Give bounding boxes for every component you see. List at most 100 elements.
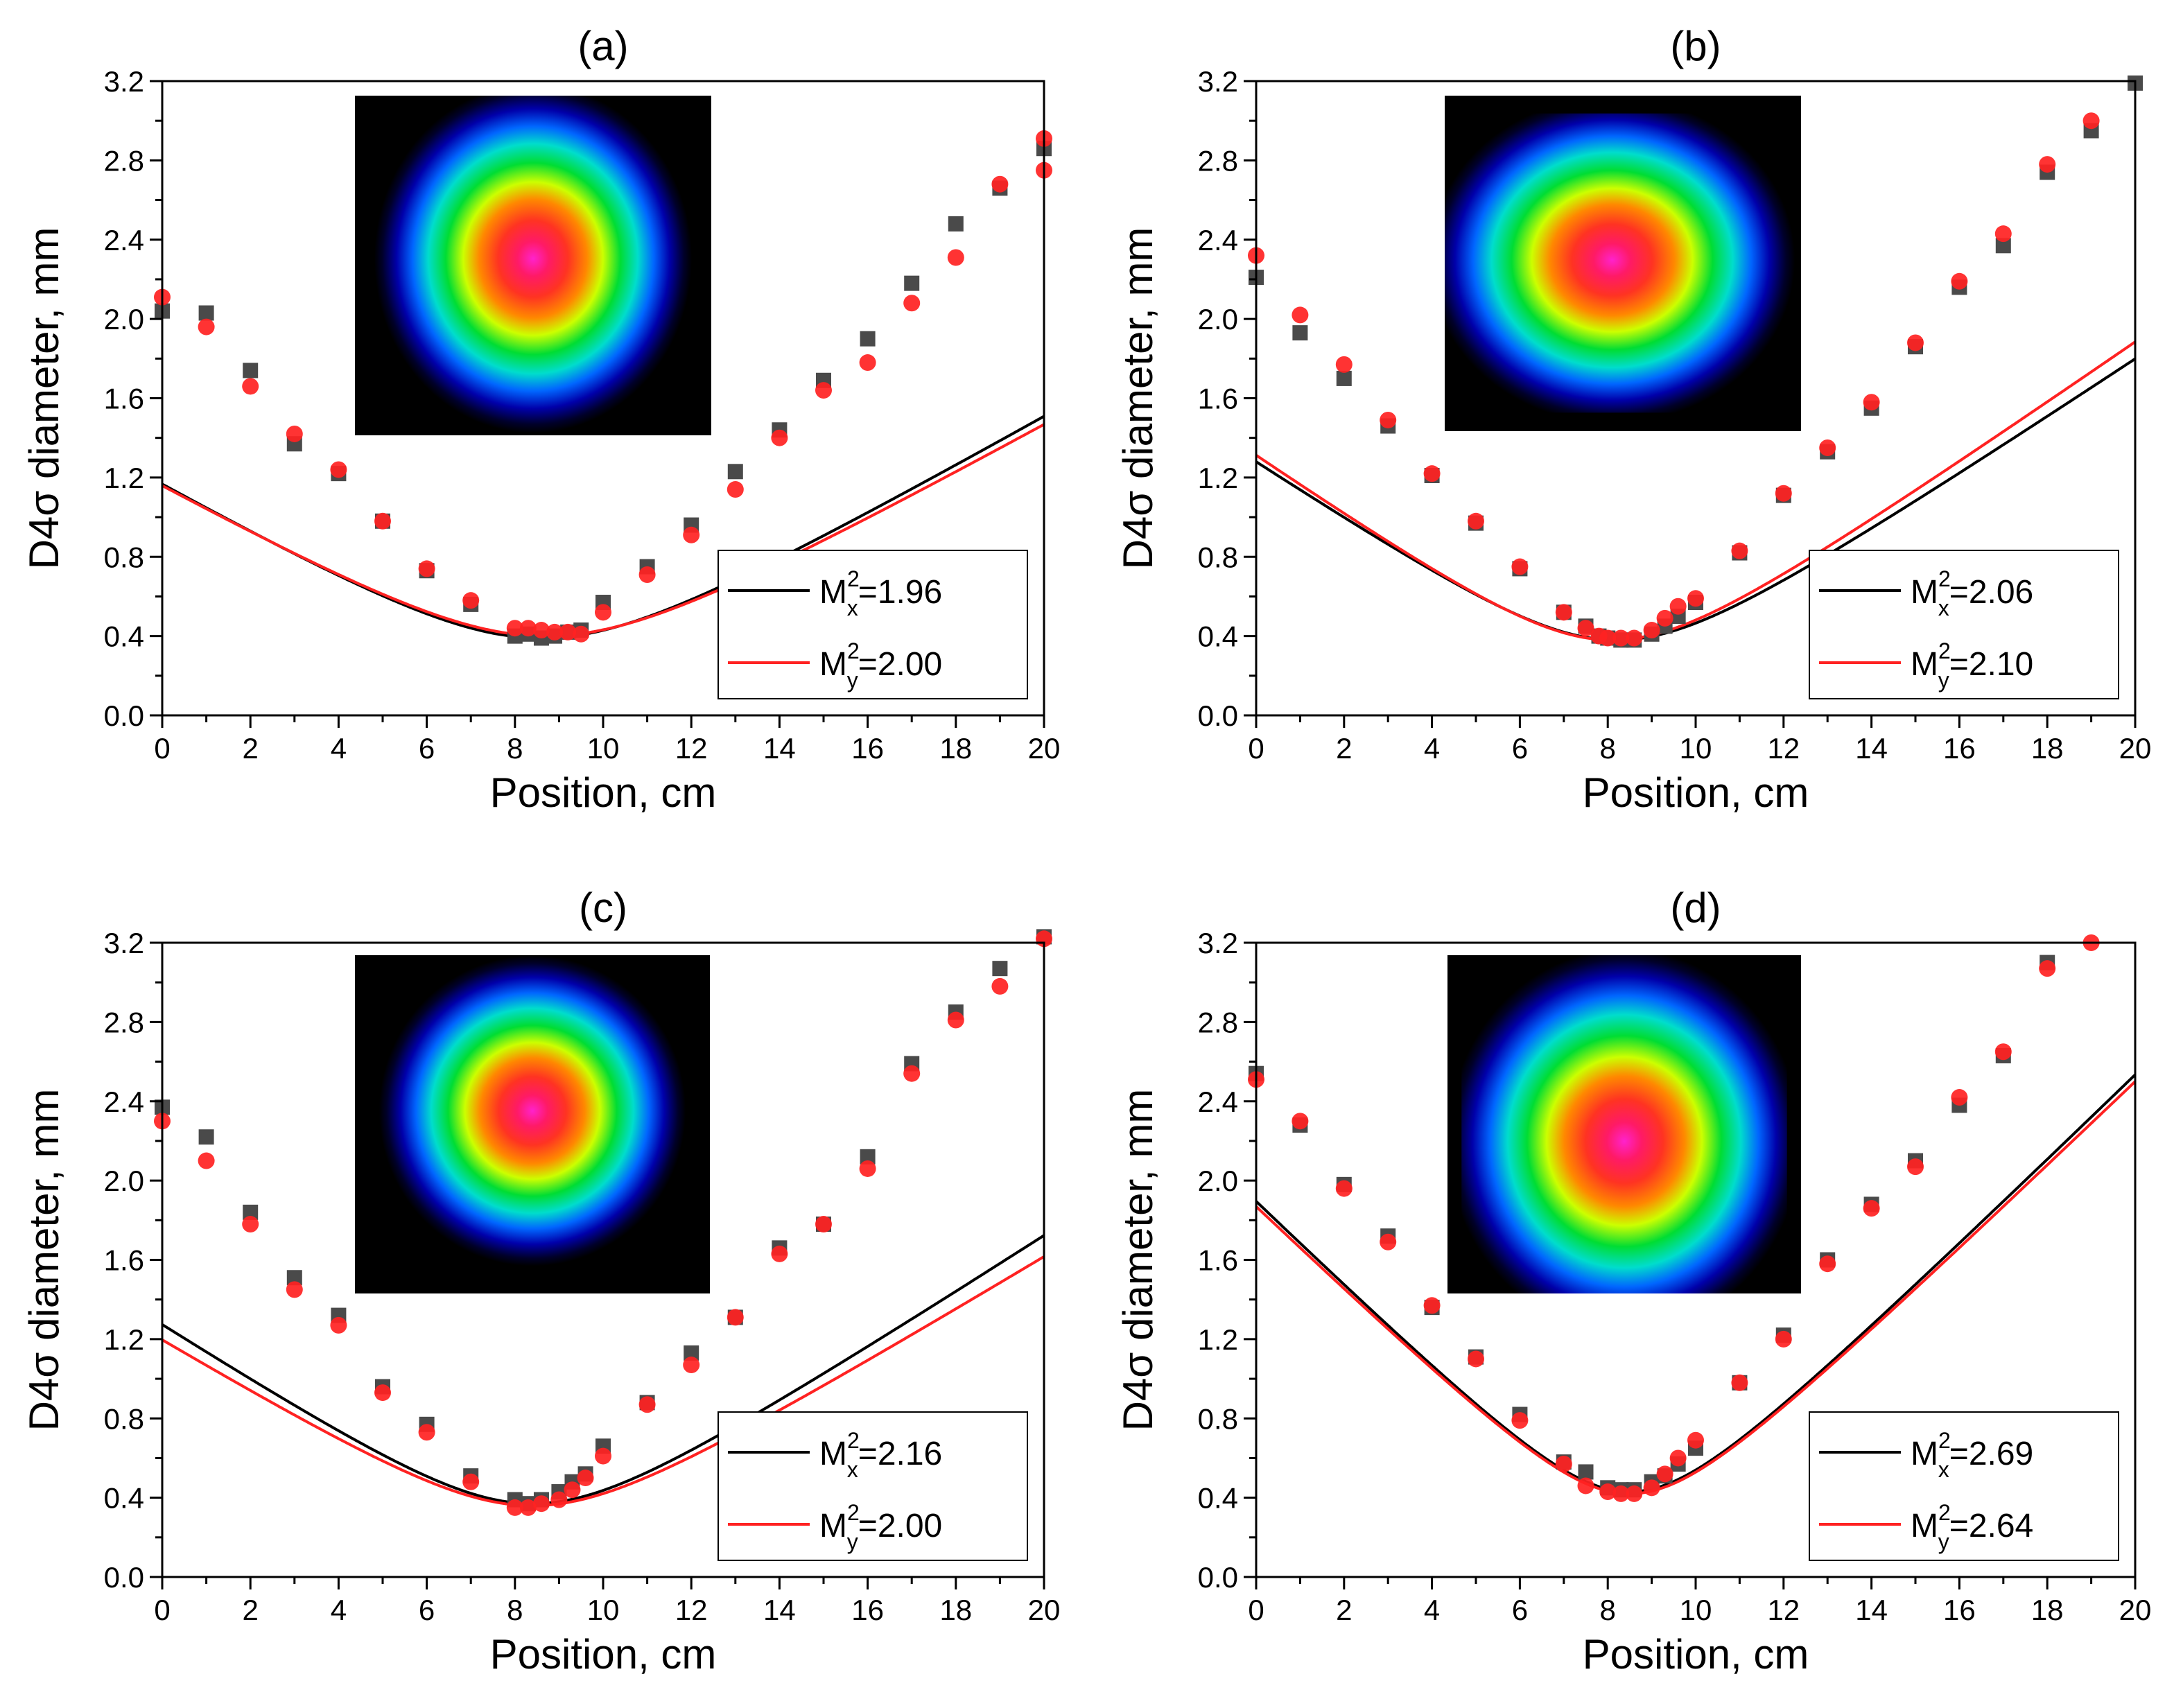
x-tick-label: 12: [675, 732, 708, 765]
y-tick-label: 1.6: [1198, 383, 1238, 415]
marker-y: [1380, 1233, 1397, 1250]
marker-y: [1599, 629, 1617, 647]
y-tick-label: 2.4: [1198, 224, 1238, 256]
marker-y: [859, 1160, 876, 1177]
marker-y: [815, 382, 832, 399]
marker-x: [286, 1270, 302, 1286]
x-tick-label: 6: [1512, 1594, 1528, 1626]
marker-x: [1336, 370, 1352, 386]
chart-panel: 0 2 4 6 8 10 12 14 16 18 20 0.0 0.4 0.8 1.2 1.6 2.0 2.4 2.…: [1115, 23, 2151, 816]
marker-y: [859, 354, 876, 372]
y-tick-label: 1.2: [104, 1323, 144, 1356]
marker-y: [1511, 1412, 1529, 1429]
marker-y: [2039, 156, 2056, 173]
x-tick-label: 4: [1424, 1594, 1440, 1626]
chart-panel: 0 2 4 6 8 10 12 14 16 18 20 0.0 0.4 0.8 1.2 1.6 2.0 2.4 2.…: [21, 885, 1060, 1678]
legend-box: [1809, 550, 2119, 699]
fit-curve-y: [1256, 340, 2135, 642]
x-axis-title: Position, cm: [490, 769, 717, 816]
marker-y: [1468, 512, 1484, 530]
x-tick-label: 20: [1028, 1594, 1061, 1626]
panel-title: (d): [1670, 885, 1721, 931]
marker-y: [1951, 1089, 1968, 1106]
legend-label: M2 x=2.16: [819, 1428, 942, 1482]
x-tick-label: 8: [1600, 1594, 1616, 1626]
y-tick-label: 2.0: [1198, 1165, 1238, 1197]
y-tick-label: 0.4: [104, 1482, 144, 1515]
y-tick-label: 2.0: [1198, 303, 1238, 336]
x-tick-label: 18: [2031, 1594, 2064, 1626]
y-tick-label: 2.4: [1198, 1086, 1238, 1118]
x-tick-label: 10: [1680, 732, 1712, 765]
marker-y: [683, 526, 700, 543]
x-tick-label: 12: [1767, 1594, 1800, 1626]
marker-x: [948, 216, 964, 232]
marker-y: [903, 295, 921, 312]
marker-y: [1335, 356, 1353, 373]
fit-curve-x: [162, 1234, 1044, 1506]
marker-x: [1995, 238, 2011, 254]
legend-label: M2 x=2.06: [1911, 566, 2033, 620]
marker-y: [577, 1470, 594, 1487]
marker-y: [1951, 272, 1968, 290]
marker-y: [1612, 629, 1630, 647]
marker-y: [1555, 604, 1572, 621]
marker-y: [1775, 485, 1792, 502]
marker-y: [771, 1245, 788, 1262]
y-tick-label: 0.0: [1198, 1561, 1238, 1594]
marker-y: [1819, 439, 1836, 456]
marker-y: [1656, 609, 1673, 627]
x-tick-label: 18: [939, 1594, 972, 1626]
marker-y: [947, 249, 964, 266]
marker-y: [1468, 1350, 1484, 1368]
x-tick-label: 4: [1424, 732, 1440, 765]
marker-x: [684, 1345, 699, 1361]
panel-title: (b): [1670, 23, 1721, 69]
x-tick-label: 8: [507, 732, 523, 765]
marker-y: [991, 977, 1009, 995]
x-tick-label: 6: [1512, 732, 1528, 765]
x-tick-label: 4: [331, 1594, 347, 1626]
marker-y: [1994, 1043, 2012, 1061]
y-tick-label: 3.2: [104, 65, 144, 98]
y-axis-title: D4σ diameter, mm: [21, 1089, 67, 1431]
x-tick-label: 2: [1336, 732, 1352, 765]
y-tick-label: 2.0: [104, 1165, 144, 1197]
y-tick-label: 1.2: [1198, 1323, 1238, 1356]
x-tick-label: 12: [1767, 732, 1800, 765]
x-tick-label: 10: [587, 732, 620, 765]
y-tick-label: 0.8: [104, 541, 144, 573]
chart-panel: 0 2 4 6 8 10 12 14 16 18 20 0.0 0.4 0.8 1.2 1.6 2.0 2.4 2.…: [21, 23, 1060, 816]
x-tick-label: 12: [675, 1594, 708, 1626]
legend-box: [1809, 1411, 2119, 1561]
marker-y: [1819, 1255, 1836, 1273]
marker-y: [727, 481, 744, 498]
panel-title: (a): [577, 23, 628, 69]
y-tick-label: 3.2: [1198, 65, 1238, 98]
marker-y: [462, 1473, 480, 1490]
legend-box: [718, 1411, 1028, 1561]
marker-y: [1643, 622, 1660, 639]
marker-y: [683, 1357, 700, 1374]
y-tick-label: 2.8: [1198, 1006, 1238, 1038]
marker-y: [1643, 1479, 1660, 1497]
legend-label: M2 y=2.10: [1911, 638, 2033, 692]
marker-y: [1577, 1477, 1594, 1494]
marker-y: [595, 604, 611, 621]
marker-y: [595, 1447, 611, 1465]
marker-y: [1863, 1200, 1880, 1217]
marker-y: [638, 566, 656, 583]
marker-y: [947, 1011, 964, 1029]
panel-title: (c): [579, 885, 627, 931]
marker-y: [198, 318, 215, 336]
marker-y: [727, 1309, 744, 1326]
y-tick-label: 1.6: [1198, 1244, 1238, 1277]
y-tick-label: 0.8: [1198, 1402, 1238, 1435]
x-tick-label: 20: [1028, 732, 1061, 765]
marker-x: [198, 1129, 214, 1145]
x-tick-label: 14: [1855, 1594, 1888, 1626]
marker-y: [532, 1495, 550, 1513]
x-tick-label: 14: [763, 1594, 796, 1626]
marker-y: [506, 1499, 523, 1516]
x-tick-label: 18: [939, 732, 972, 765]
